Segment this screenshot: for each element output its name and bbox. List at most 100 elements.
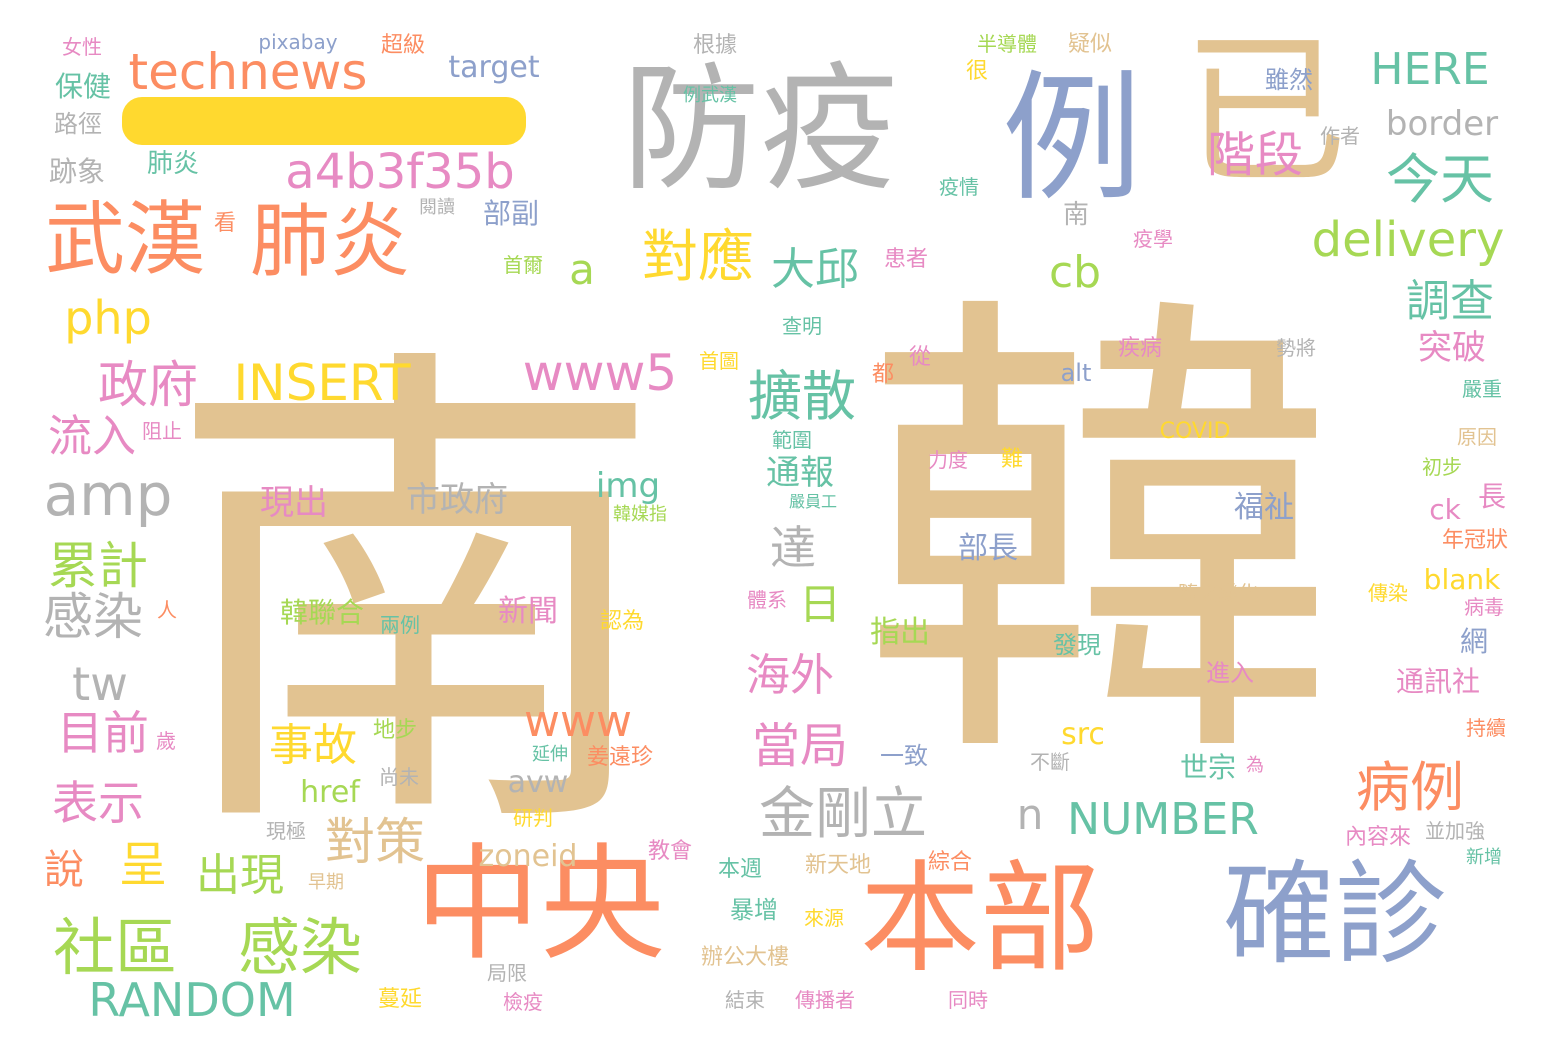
cloud-word: 力度 (928, 448, 968, 472)
cloud-word: 保健 (54, 70, 112, 103)
cloud-word: 中央 (415, 832, 665, 978)
cloud-word: 女性 (62, 35, 102, 59)
cloud-word: 嚴重 (1462, 377, 1502, 401)
cloud-word: tw (72, 657, 128, 711)
cloud-word: border (1385, 104, 1499, 144)
cloud-word: 來源 (804, 906, 844, 930)
cloud-word: 防疫 (621, 49, 899, 210)
cloud-word: 韓媒指 (613, 504, 667, 525)
cloud-word: 政府 (98, 356, 198, 414)
cloud-word: 南 (165, 309, 665, 891)
cloud-word: 認為 (599, 609, 645, 634)
cloud-word: 原因 (1457, 425, 1497, 449)
cloud-word: 路徑 (54, 110, 102, 138)
cloud-word: 肺炎 (146, 149, 200, 179)
cloud-word: 綜合 (927, 850, 973, 875)
cloud-word: delivery (1311, 212, 1505, 268)
cloud-word: 進入 (1206, 659, 1254, 687)
cloud-word: pixabay (258, 30, 338, 54)
cloud-word: NUMBER (1067, 794, 1259, 845)
cloud-word: 疫學 (1133, 227, 1173, 251)
cloud-word: 嚴員工 (788, 492, 838, 511)
cloud-word: alt (1060, 359, 1092, 387)
cloud-word: 初步 (1422, 455, 1462, 479)
cloud-word: 地步 (372, 718, 418, 743)
cloud-word: 南 (1062, 200, 1090, 230)
cloud-word: 早期 (308, 872, 344, 893)
cloud-word: zoneid (478, 839, 578, 874)
cloud-word: INSERT (233, 354, 411, 412)
cloud-word: 武漢 (45, 193, 205, 286)
cloud-word: 市政府 (406, 480, 508, 520)
cloud-word: 病例 (1356, 756, 1464, 819)
cloud-word: php (64, 291, 152, 345)
cloud-word: COVID (1159, 419, 1231, 444)
cloud-word: 新增 (1466, 847, 1502, 868)
cloud-word: RANDOM (88, 973, 296, 1027)
cloud-word: 發現 (1053, 631, 1101, 659)
label-box (1188, 488, 1300, 530)
cloud-word: 根據 (692, 33, 738, 58)
cloud-word: 同時 (948, 988, 988, 1012)
cloud-word: img (595, 466, 661, 506)
cloud-word: 肺炎 (250, 195, 410, 288)
cloud-word: 今天 (1386, 148, 1494, 211)
cloud-word: 兩例 (380, 613, 420, 637)
cloud-word: 難 (1000, 447, 1024, 472)
cloud-word: 阻止 (142, 419, 182, 443)
cloud-word: 傳播者 (795, 988, 855, 1012)
cloud-word: technews (128, 43, 368, 101)
cloud-word: 延伸 (532, 744, 568, 765)
cloud-word: 本部 (860, 850, 1100, 989)
cloud-word: 本週 (717, 857, 763, 882)
cloud-word: 世宗 (1179, 751, 1237, 784)
cloud-word: 閱讀 (419, 197, 455, 218)
cloud-word: 蔓延 (377, 987, 423, 1012)
cloud-word: 達 (770, 521, 816, 575)
cloud-word: 人 (157, 598, 177, 622)
cloud-word: 對策 (325, 813, 425, 871)
cloud-word: 病毒 (1464, 595, 1504, 619)
cloud-word: 體系 (747, 588, 787, 612)
cloud-word: 通報 (766, 453, 834, 493)
cloud-word: 已 (1182, 15, 1348, 208)
cloud-word: src (1061, 717, 1105, 752)
cloud-word: 尚未 (379, 765, 419, 789)
cloud-word: www (524, 696, 632, 747)
cloud-word: 流入 (48, 411, 136, 462)
cloud-word: 首圖 (699, 349, 739, 373)
cloud-word: 結束 (725, 988, 765, 1012)
cloud-word: 為 (1246, 755, 1264, 776)
label-box (916, 527, 1032, 571)
cloud-word: blank (1423, 563, 1501, 596)
cloud-word: 大邱 (771, 244, 859, 295)
cloud-word: 福祉 (1234, 490, 1294, 525)
cloud-word: 新天地 (804, 853, 872, 878)
cloud-word: avw (507, 765, 569, 800)
cloud-word: 首爾 (503, 253, 543, 277)
cloud-word: 半導體 (977, 32, 1037, 56)
cloud-word: 社區 (52, 911, 178, 984)
cloud-word: 教會 (647, 839, 693, 864)
cloud-word: 一致 (880, 742, 928, 770)
cloud-word: www5 (522, 344, 678, 402)
cloud-word: 超級 (380, 33, 426, 58)
cloud-word: 網 (1459, 625, 1489, 658)
cloud-word: 年冠狀 (1441, 528, 1509, 553)
cloud-word: 日 (798, 580, 842, 629)
cloud-word: a4b3f35b (285, 144, 515, 200)
cloud-word: 持續 (1466, 716, 1506, 740)
cloud-word: 看 (213, 211, 237, 236)
cloud-word: ck (1429, 493, 1461, 526)
cloud-word: 說 (44, 847, 84, 893)
cloud-word: 局限 (487, 961, 527, 985)
cloud-word: 通訊社 (1395, 665, 1481, 698)
cloud-word: 指出 (870, 615, 930, 650)
cloud-word: 範圍 (772, 428, 812, 452)
cloud-word: 出現 (196, 850, 284, 901)
label-box (404, 480, 516, 520)
cloud-word: 查明 (782, 314, 822, 338)
cloud-word: 當局 (751, 718, 849, 774)
cloud-word: n (1016, 790, 1044, 839)
